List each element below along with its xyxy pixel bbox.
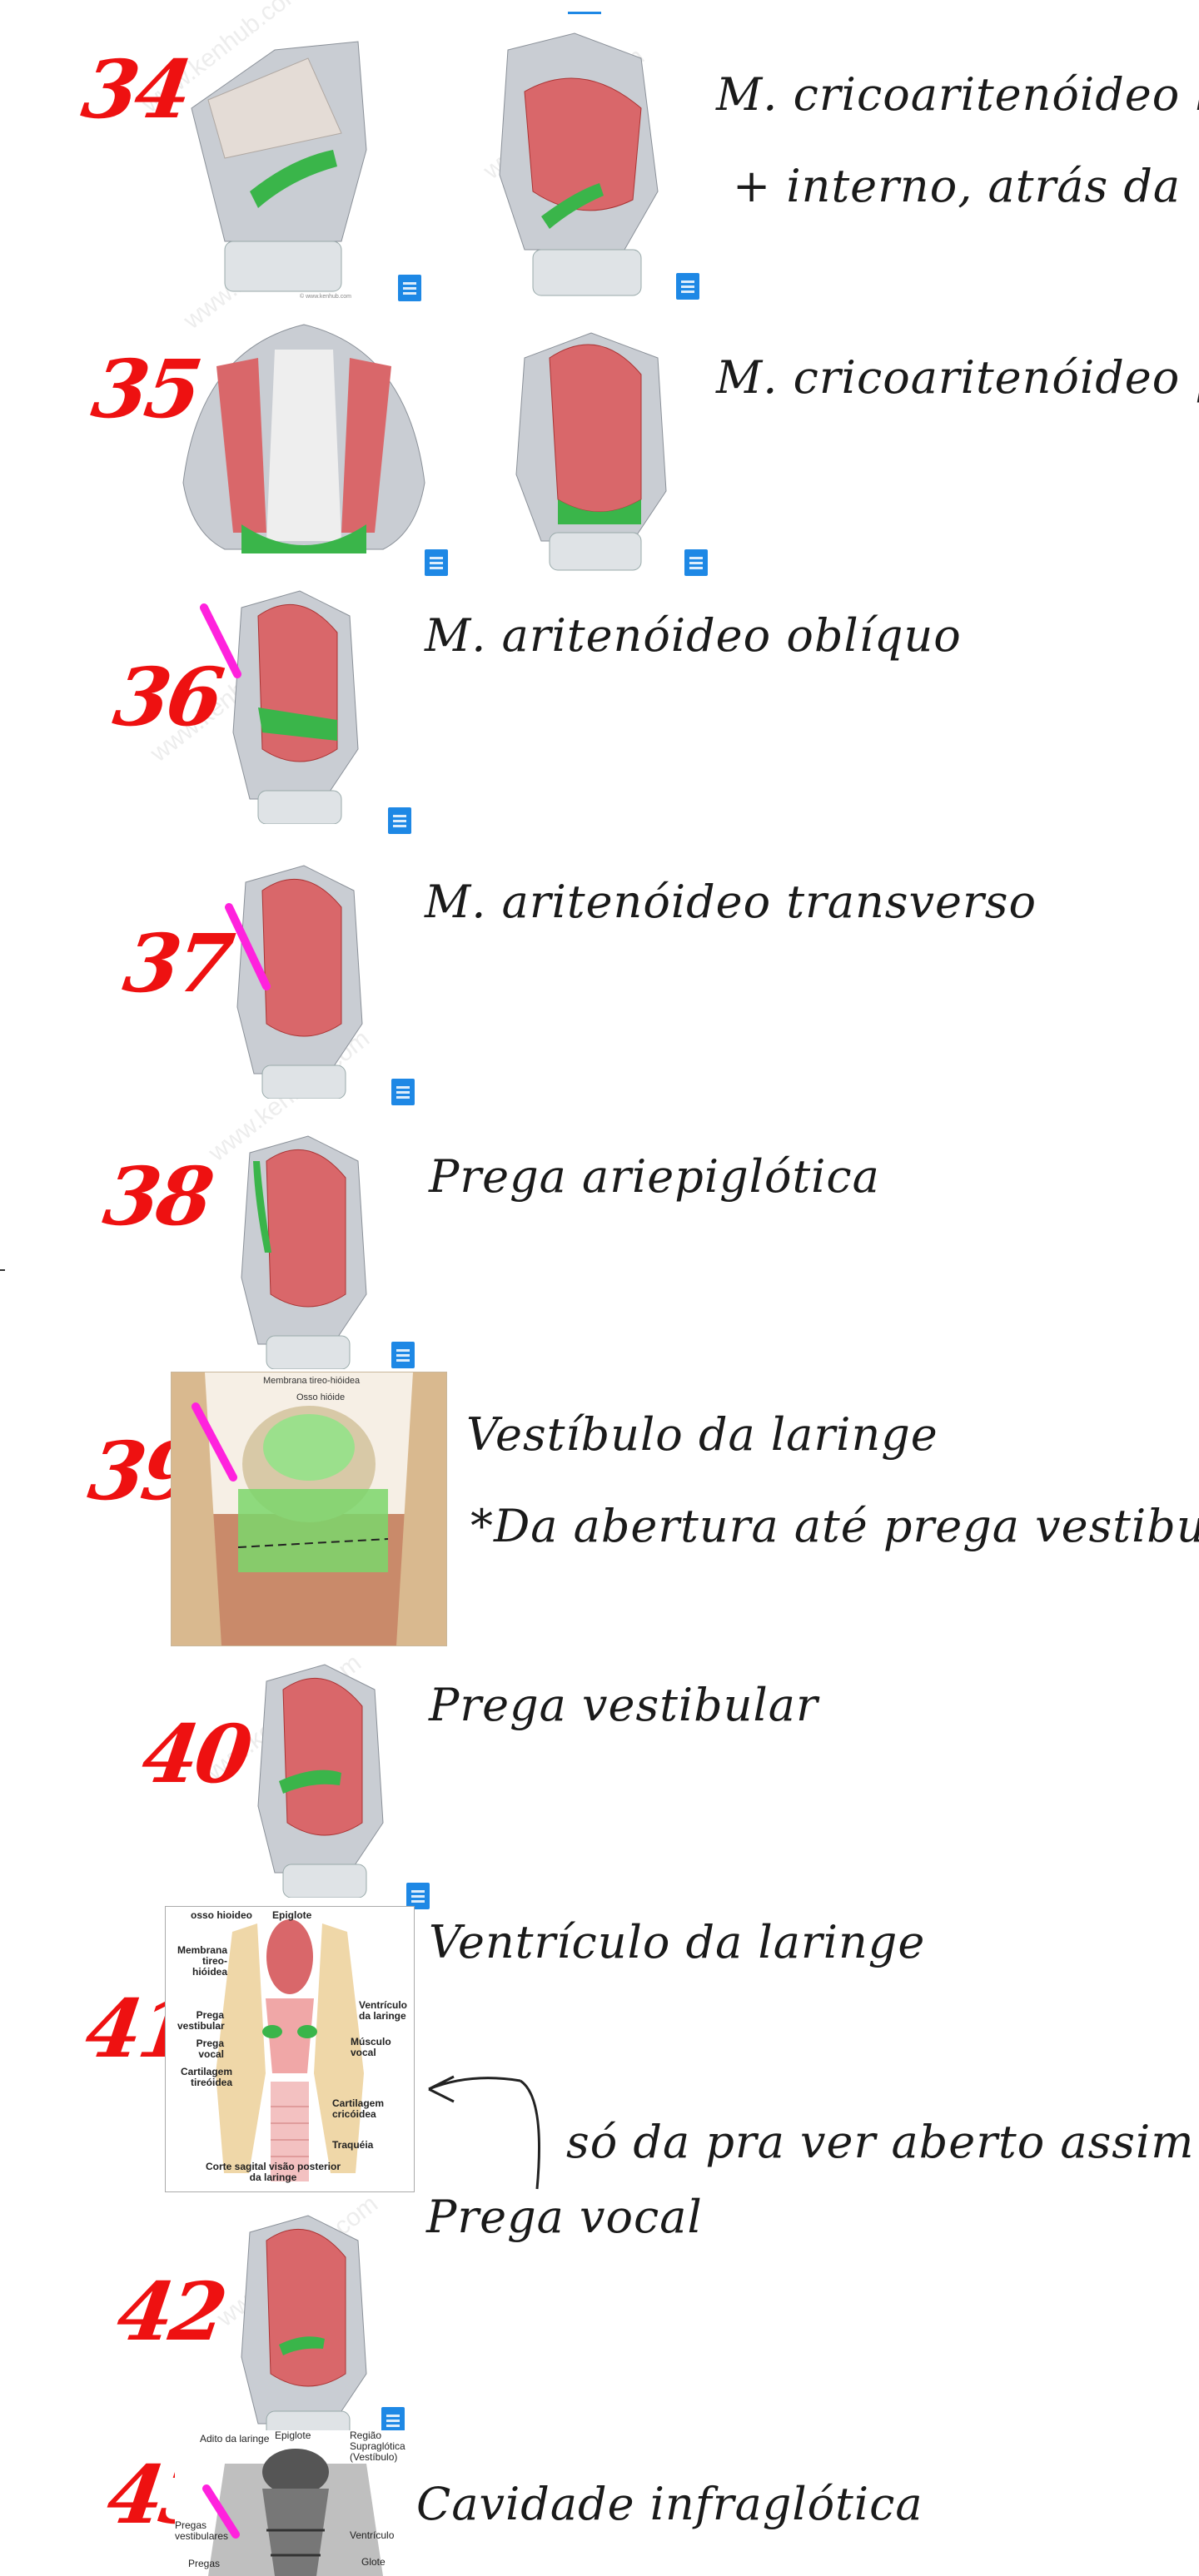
larynx-posterior-illustration [257,1664,384,1898]
kenhub-badge-icon [391,1079,415,1105]
larynx-posterior-illustration [241,1135,367,1369]
handwritten-note: Prega ariepiglótica [429,1150,880,1203]
larynx-sagittal-section-illustration: osso hioideo Epiglote Membrana tireo-hió… [165,1906,415,2192]
handwritten-note: Prega vocal [426,2191,703,2243]
panel-label: Músculo vocal [351,2036,391,2059]
magenta-marker [202,2484,240,2539]
larynx-posterior-illustration [236,865,363,1099]
margin-tick [0,1269,5,1271]
panel-label: Prega vestibular [177,2009,225,2033]
kenhub-badge-icon [398,275,421,301]
panel-caption: Corte sagital visão posterior da laringe [205,2161,341,2184]
panel-label: Ventrículo [350,2529,395,2541]
larynx-posterior-illustration [515,332,667,571]
handwritten-side-note: só da pra ver aberto assim [566,2116,1195,2168]
panel-label: osso hioideo [191,1909,253,1921]
kenhub-badge-icon [381,2407,405,2434]
panel-label: Membrana tireo-hióidea [263,1376,361,1386]
panel-label: Pregas [188,2558,221,2569]
panel-label: Região Supraglótica (Vestíbulo) [350,2430,405,2464]
handwritten-note: M. cricoaritenóideo posterior [716,351,1199,404]
larynx-dissection-illustration: Membrana tireo-hióidea Osso hióide [171,1372,447,1646]
panel-label: Osso hióide [296,1392,346,1402]
panel-label: Prega vocal [196,2037,224,2061]
panel-label: Adito da laringe [200,2433,270,2444]
credit-text: © www.kenhub.com [300,293,351,300]
panel-label: Epiglote [272,1909,312,1921]
handwritten-note: M. aritenóideo oblíquo [425,609,962,662]
larynx-posterior-illustration [232,590,359,824]
handwritten-note: Vestíbulo da laringe [466,1408,938,1461]
arrow-icon [428,2075,540,2190]
kenhub-badge-icon [406,1883,430,1909]
kenhub-badge-icon [391,1342,415,1368]
kenhub-badge-icon [425,549,448,576]
panel-label: Ventrículo da laringe [359,1999,408,2023]
panel-label: Epiglote [275,2430,311,2441]
panel-label: Cartilagem cricóidea [332,2097,385,2121]
larynx-superior-illustration [182,324,425,553]
larynx-posterior-illustration [499,32,659,296]
panel-label: Membrana tireo-hióidea [177,1944,227,1978]
panel-label: Pregas vestibulares [175,2519,229,2543]
kenhub-badge-icon [388,807,411,834]
larynx-posterior-illustration [241,2215,367,2445]
handwritten-note: *Da abertura até prega vestibular [470,1500,1199,1552]
handwritten-note: M. cricoaritenóideo lateral [716,68,1199,121]
panel-label: Cartilagem tireóidea [180,2066,232,2089]
larynx-lateral-illustration: © www.kenhub.com [191,41,367,300]
magenta-marker [192,1402,237,1482]
kenhub-badge-icon [684,549,708,576]
handwritten-note: M. aritenóideo transverso [425,876,1037,928]
magenta-marker [225,903,271,990]
handwritten-note: Ventrículo da laringe [429,1916,926,1968]
handwritten-note: Cavidade infraglótica [416,2478,923,2530]
handwritten-note: + interno, atrás da [733,160,1182,212]
row-number: 38 [98,1149,216,1243]
kenhub-badge-icon [676,273,699,300]
handwritten-note: Prega vestibular [429,1679,818,1731]
scroll-indicator [568,12,601,14]
magenta-marker [200,603,241,678]
panel-label: Glote [361,2556,386,2568]
panel-label: Traquéia [332,2139,374,2151]
